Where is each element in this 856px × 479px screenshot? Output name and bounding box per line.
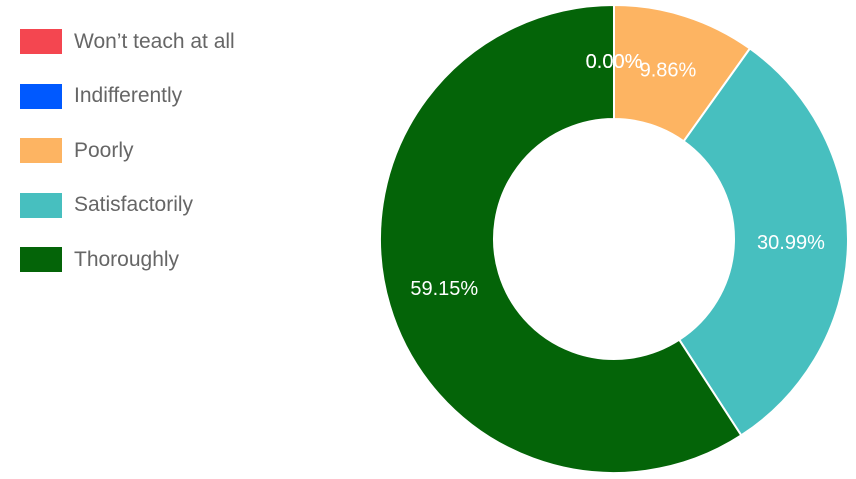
legend-swatch-poorly — [20, 138, 62, 163]
legend-label-poorly: Poorly — [74, 138, 134, 162]
donut-slice-thoroughly[interactable] — [379, 3, 743, 474]
legend-item-satisfactorily[interactable]: Satisfactorily — [20, 192, 235, 219]
legend-swatch-satisfactorily — [20, 192, 62, 218]
chart-legend: Won’t teach at all Indifferently Poorly … — [20, 28, 235, 301]
data-label-wont-teach: 0.00% — [586, 51, 643, 73]
legend-label-satisfactorily: Satisfactorily — [74, 193, 194, 216]
legend-label-thoroughly: Thoroughly — [74, 247, 180, 271]
legend-label-indifferently: Indifferently — [74, 84, 183, 107]
data-label-thoroughly: 59.15% — [410, 278, 478, 300]
data-label-indifferently: 0.00% — [586, 51, 643, 73]
legend-swatch-thoroughly — [20, 247, 62, 272]
legend-swatch-indifferently — [20, 83, 62, 109]
legend-label-wont-teach: Won’t teach at all — [74, 29, 235, 53]
data-label-satisfactorily: 30.99% — [757, 232, 825, 254]
legend-swatch-wont-teach — [20, 29, 62, 54]
legend-item-poorly[interactable]: Poorly — [20, 137, 235, 164]
legend-item-wont-teach[interactable]: Won’t teach at all — [20, 28, 235, 55]
legend-item-thoroughly[interactable]: Thoroughly — [20, 246, 235, 273]
donut-slice-satisfactorily[interactable] — [677, 47, 849, 437]
data-label-poorly: 9.86% — [640, 59, 697, 81]
legend-item-indifferently[interactable]: Indifferently — [20, 83, 235, 110]
